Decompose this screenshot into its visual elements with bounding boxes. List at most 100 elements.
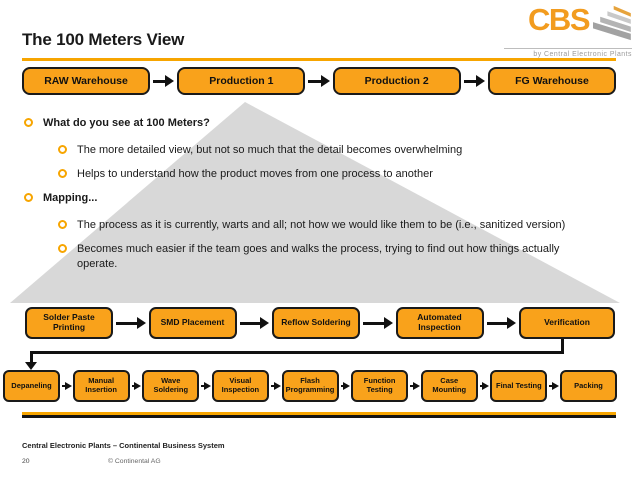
process-box: FG Warehouse xyxy=(487,67,616,95)
elbow-connector-across xyxy=(30,351,564,354)
flow-step: Case Mounting xyxy=(420,370,491,402)
process-box: Reflow Soldering xyxy=(272,307,360,339)
process-box: Automated Inspection xyxy=(395,307,484,339)
flow-arrow-icon xyxy=(363,321,384,325)
flow-step: Production 2 xyxy=(332,67,488,95)
flow-step: Final Testing xyxy=(490,370,560,402)
footer-text: Central Electronic Plants – Continental … xyxy=(22,441,225,450)
smt-flow: Solder Paste Printing SMD Placement Refl… xyxy=(25,307,615,339)
process-box: Production 1 xyxy=(177,67,306,95)
flow-step: Depaneling xyxy=(3,370,73,402)
process-box: Manual Insertion xyxy=(72,370,130,402)
process-label: Production 1 xyxy=(209,74,274,87)
process-box: Packing xyxy=(560,370,617,402)
process-label: Flash Programming xyxy=(285,376,335,394)
process-box: Flash Programming xyxy=(281,370,339,402)
process-label: SMD Placement xyxy=(160,317,225,328)
process-box: Depaneling xyxy=(3,370,60,402)
bullet-item: Helps to understand how the product move… xyxy=(58,167,638,182)
elbow-connector-drop xyxy=(30,351,33,363)
process-label: Depaneling xyxy=(11,380,52,390)
process-label: Final Testing xyxy=(496,380,542,390)
elbow-arrowhead-icon xyxy=(25,362,37,370)
flow-arrow-icon xyxy=(131,384,135,388)
flow-step: Packing xyxy=(560,370,617,402)
bullet-item: The process as it is currently, warts an… xyxy=(58,218,638,233)
bullet-icon xyxy=(24,118,33,127)
process-label: Automated Inspection xyxy=(417,312,462,332)
bullet-item: Becomes much easier if the team goes and… xyxy=(58,242,638,272)
assembly-flow: Depaneling Manual Insertion Wave Solderi… xyxy=(3,370,617,402)
process-label: Production 2 xyxy=(364,74,429,87)
bullet-icon xyxy=(58,220,67,229)
bullet-list: What do you see at 100 Meters? The more … xyxy=(0,116,638,281)
bullet-text: The process as it is currently, warts an… xyxy=(77,219,566,231)
process-box: Final Testing xyxy=(490,370,548,402)
process-box: Verification xyxy=(519,307,615,339)
flow-arrow-icon xyxy=(239,321,260,325)
flow-step: Flash Programming xyxy=(281,370,352,402)
flow-arrow-icon xyxy=(270,384,274,388)
footer-divider xyxy=(22,412,616,418)
process-box: RAW Warehouse xyxy=(22,67,150,95)
process-label: Solder Paste Printing xyxy=(43,312,95,332)
top-flow: RAW Warehouse Production 1 Production 2 … xyxy=(22,67,616,95)
process-label: Reflow Soldering xyxy=(281,317,351,328)
flow-step: RAW Warehouse xyxy=(22,67,177,95)
bullet-text: What do you see at 100 Meters? xyxy=(43,117,210,129)
flow-arrow-icon xyxy=(201,384,204,388)
cbs-logo-mark-icon xyxy=(590,5,632,46)
process-box: Visual Inspection xyxy=(211,370,269,402)
bullet-item: What do you see at 100 Meters? xyxy=(24,116,638,131)
logo-divider xyxy=(504,48,632,49)
bullet-icon xyxy=(58,244,67,253)
flow-step: Reflow Soldering xyxy=(272,307,396,339)
process-label: Function Testing xyxy=(363,376,396,394)
flow-step: Automated Inspection xyxy=(395,307,520,339)
page-number: 20 xyxy=(22,458,30,465)
bullet-text: Mapping... xyxy=(43,192,98,204)
process-box: Wave Soldering xyxy=(142,370,200,402)
flow-step: Wave Soldering xyxy=(142,370,212,402)
bullet-item: The more detailed view, but not so much … xyxy=(58,143,638,158)
flow-arrow-icon xyxy=(153,79,166,83)
flow-arrow-icon xyxy=(479,384,483,388)
flow-step: Visual Inspection xyxy=(211,370,282,402)
process-label: Wave Soldering xyxy=(153,376,189,394)
title-divider xyxy=(22,58,616,61)
bullet-item: Mapping... xyxy=(24,191,638,206)
process-label: FG Warehouse xyxy=(515,74,589,87)
flow-step: Verification xyxy=(519,307,615,339)
flow-arrow-icon xyxy=(62,384,65,388)
flow-arrow-icon xyxy=(486,321,507,325)
flow-arrow-icon xyxy=(410,384,413,388)
elbow-connector-down xyxy=(561,339,564,354)
bullet-text: Becomes much easier if the team goes and… xyxy=(77,243,560,270)
bullet-text: The more detailed view, but not so much … xyxy=(77,144,463,156)
process-box: Case Mounting xyxy=(420,370,478,402)
process-box: Production 2 xyxy=(332,67,461,95)
bullet-text: Helps to understand how the product move… xyxy=(77,168,433,180)
cbs-logo: CBS by Central Electronic Plants xyxy=(504,2,632,58)
flow-arrow-icon xyxy=(463,79,476,83)
process-box: SMD Placement xyxy=(148,307,237,339)
flow-arrow-icon xyxy=(308,79,321,83)
process-label: Packing xyxy=(574,380,603,390)
copyright-text: © Continental AG xyxy=(108,458,161,465)
bullet-icon xyxy=(58,169,67,178)
flow-arrow-icon xyxy=(116,321,137,325)
bullet-icon xyxy=(58,145,67,154)
cbs-logo-text: CBS xyxy=(528,2,590,37)
slide-title: The 100 Meters View xyxy=(22,30,185,49)
process-label: RAW Warehouse xyxy=(44,74,128,87)
process-box: Function Testing xyxy=(351,370,409,402)
flow-step: FG Warehouse xyxy=(487,67,616,95)
flow-arrow-icon xyxy=(340,384,344,388)
process-label: Visual Inspection xyxy=(221,376,260,394)
flow-step: SMD Placement xyxy=(148,307,273,339)
flow-step: Function Testing xyxy=(351,370,421,402)
flow-step: Production 1 xyxy=(177,67,332,95)
process-label: Manual Insertion xyxy=(85,376,117,394)
